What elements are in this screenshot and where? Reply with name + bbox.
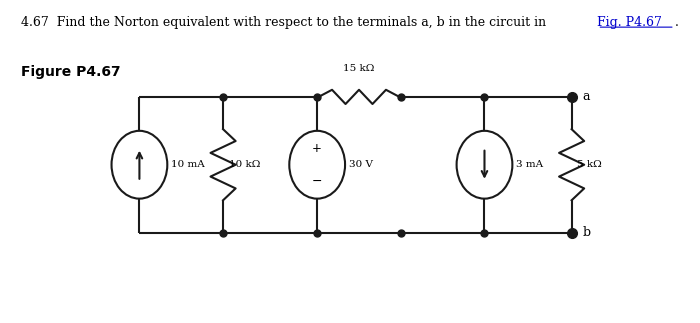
- Text: +: +: [312, 142, 322, 155]
- Text: 10 mA: 10 mA: [171, 160, 204, 169]
- Text: .: .: [675, 16, 679, 29]
- Text: a: a: [582, 90, 589, 103]
- Text: Fig. P4.67: Fig. P4.67: [597, 16, 662, 29]
- Text: 4.67  Find the Norton equivalent with respect to the terminals a, b in the circu: 4.67 Find the Norton equivalent with res…: [21, 16, 550, 29]
- Text: −: −: [312, 174, 323, 188]
- Text: b: b: [582, 226, 590, 239]
- Text: Figure P4.67: Figure P4.67: [21, 65, 120, 78]
- Text: 10 kΩ: 10 kΩ: [229, 160, 260, 169]
- Text: 30 V: 30 V: [349, 160, 372, 169]
- Text: 15 kΩ: 15 kΩ: [343, 64, 374, 73]
- Text: 5 kΩ: 5 kΩ: [578, 160, 602, 169]
- Text: 3 mA: 3 mA: [516, 160, 543, 169]
